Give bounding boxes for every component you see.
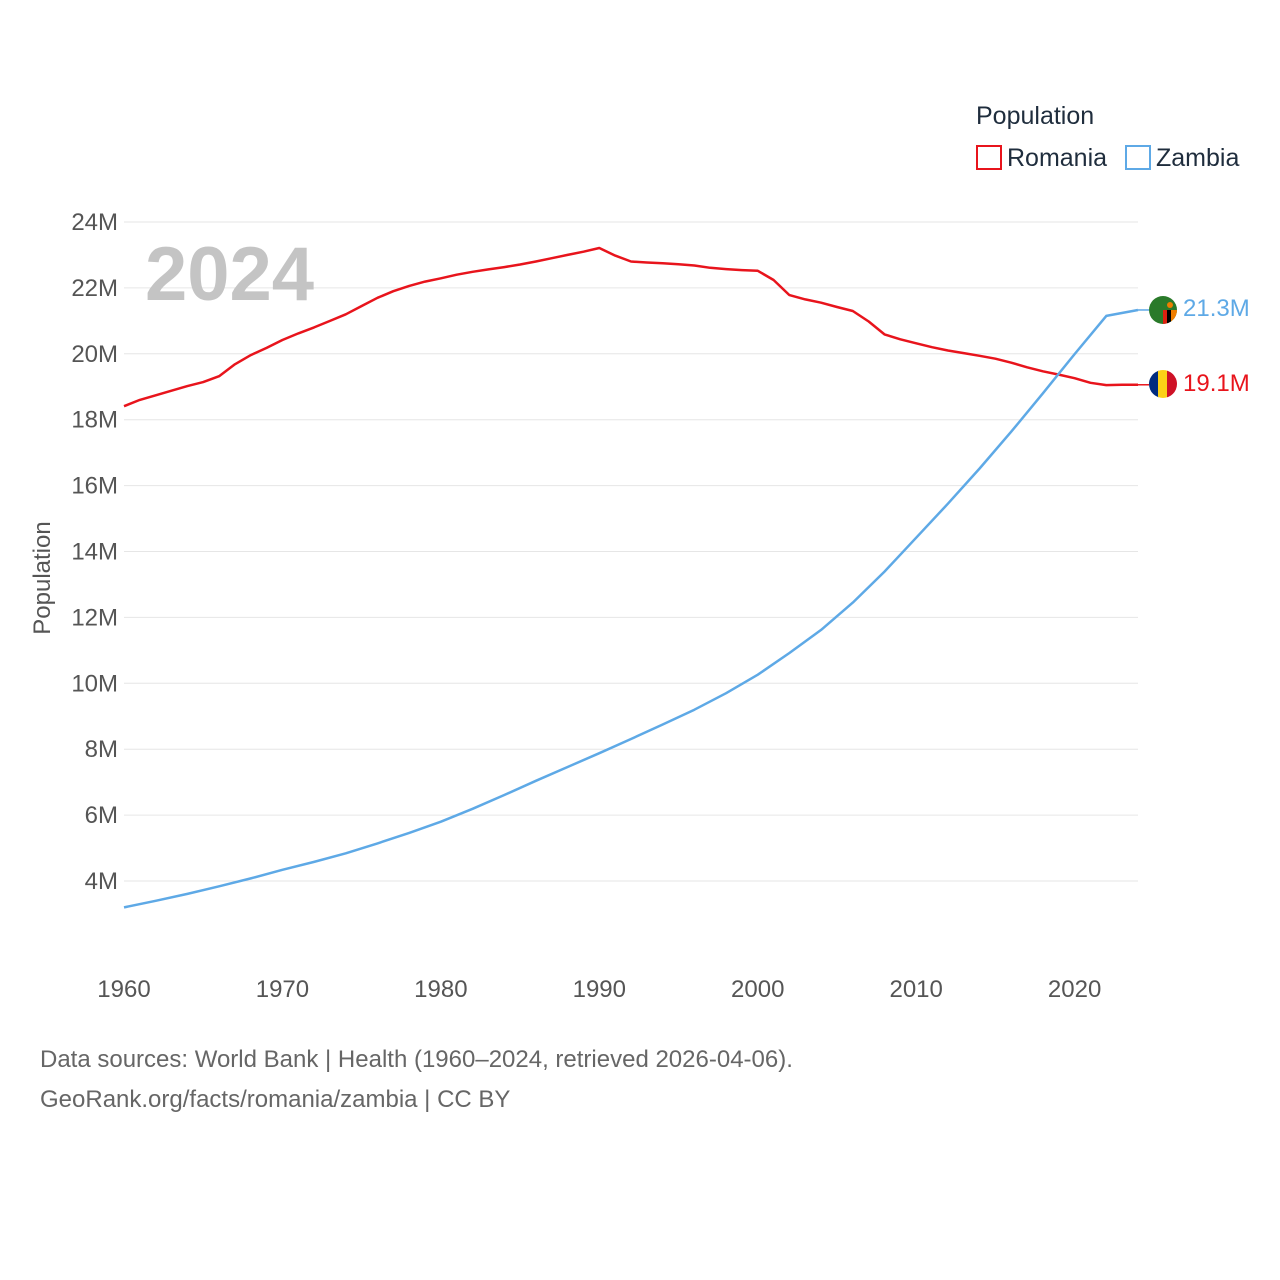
grid-lines [124, 221, 1138, 882]
y-tick-label: 22M [71, 275, 118, 302]
y-tick-label: 4M [85, 868, 118, 895]
y-tick-label: 24M [71, 209, 118, 236]
y-axis-ticks: 4M 6M 8M 10M 12M 14M 16M 18M 20M 22M 24M [71, 209, 118, 895]
legend-label-zambia: Zambia [1156, 144, 1239, 172]
y-axis-title: Population [29, 521, 56, 634]
legend-title: Population [976, 102, 1094, 130]
legend-label-romania: Romania [1007, 144, 1107, 172]
y-tick-label: 16M [71, 473, 118, 500]
romania-flag-icon [1149, 370, 1177, 398]
y-tick-label: 18M [71, 407, 118, 434]
series-lines [123, 246, 1139, 909]
legend-item-romania[interactable]: Romania [976, 144, 1107, 172]
y-tick-label: 12M [71, 604, 118, 631]
y-tick-label: 14M [71, 539, 118, 566]
year-label: 2024 [145, 232, 314, 317]
x-tick-label: 2010 [889, 976, 942, 1003]
y-tick-label: 8M [85, 736, 118, 763]
legend-swatch-romania [976, 145, 1002, 170]
x-tick-label: 1980 [414, 976, 467, 1003]
zambia-end-label: 21.3M [1183, 295, 1250, 322]
y-tick-label: 10M [71, 670, 118, 697]
legend: Population Romania Zambia [976, 102, 1239, 172]
series-line-romania[interactable] [123, 246, 1138, 408]
legend-item-zambia[interactable]: Zambia [1125, 144, 1239, 172]
x-tick-label: 2020 [1048, 976, 1101, 1003]
y-tick-label: 6M [85, 802, 118, 829]
x-tick-label: 1970 [256, 976, 309, 1003]
zambia-flag-icon [1149, 296, 1177, 324]
x-tick-label: 1960 [97, 976, 150, 1003]
series-endpoints [1138, 309, 1149, 386]
legend-swatch-zambia [1125, 145, 1151, 170]
romania-end-label: 19.1M [1183, 370, 1250, 397]
footer-link[interactable]: GeoRank.org/facts/romania/zambia | CC BY [40, 1086, 511, 1113]
footer-source: Data sources: World Bank | Health (1960–… [40, 1046, 793, 1073]
series-line-zambia[interactable] [123, 308, 1139, 909]
y-tick-label: 20M [71, 341, 118, 368]
x-tick-label: 2000 [731, 976, 784, 1003]
x-tick-label: 1990 [573, 976, 626, 1003]
x-axis-ticks: 1960 1970 1980 1990 2000 2010 2020 [97, 976, 1101, 1003]
